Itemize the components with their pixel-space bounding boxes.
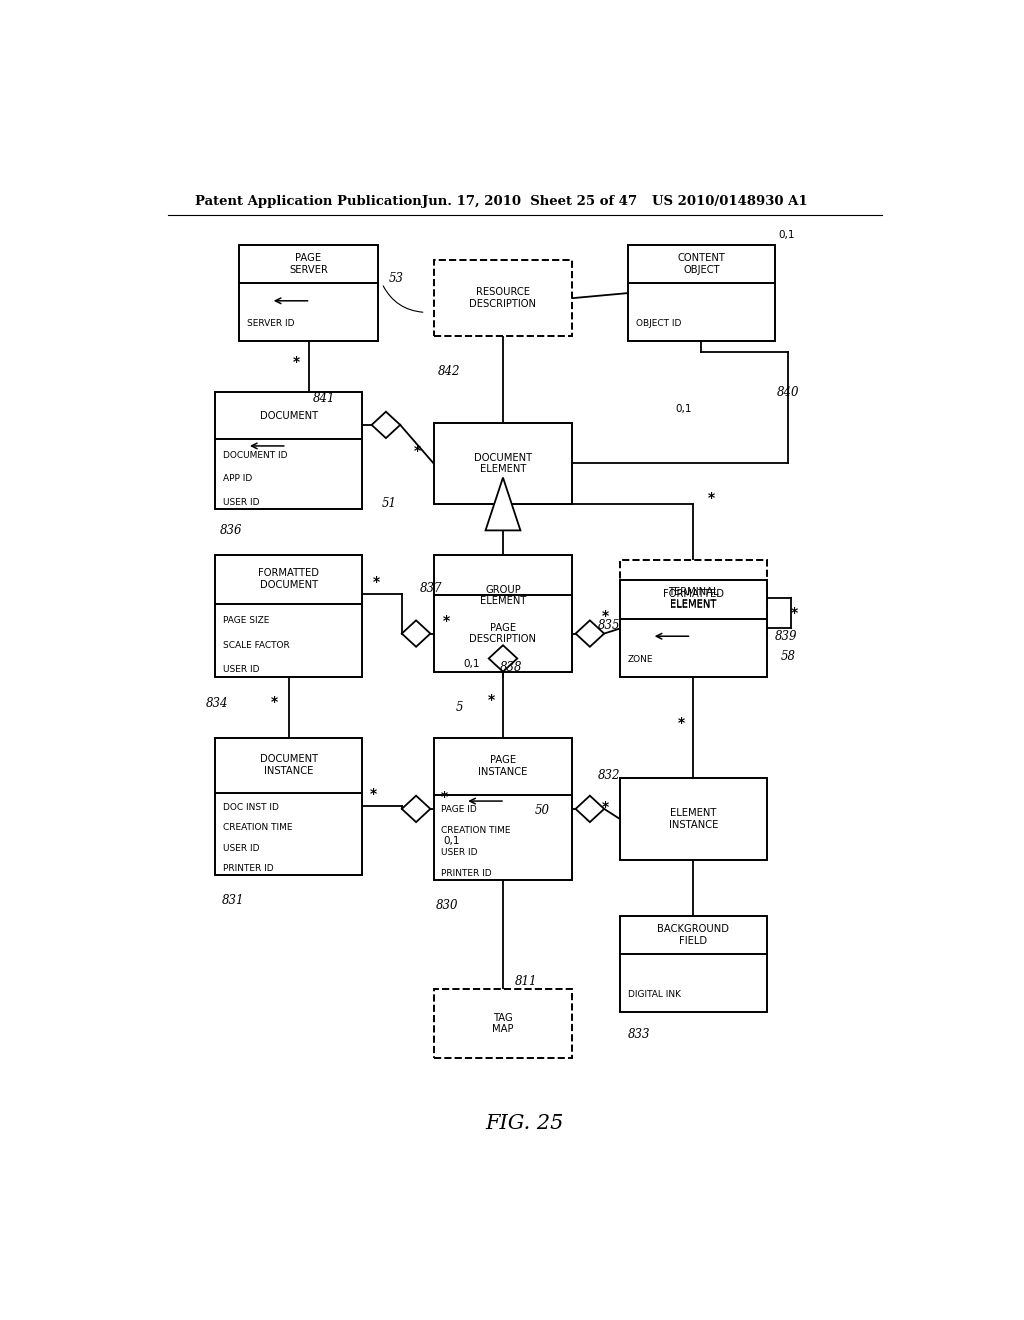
Polygon shape	[485, 478, 520, 531]
Text: PRINTER ID: PRINTER ID	[223, 865, 273, 874]
Text: 840: 840	[777, 385, 800, 399]
Text: PRINTER ID: PRINTER ID	[441, 869, 493, 878]
Text: DOCUMENT
ELEMENT: DOCUMENT ELEMENT	[474, 453, 532, 474]
Bar	[215, 738, 362, 875]
Text: PAGE ID: PAGE ID	[441, 805, 477, 814]
Text: Patent Application Publication: Patent Application Publication	[196, 194, 422, 207]
Text: GROUP
ELEMENT: GROUP ELEMENT	[480, 585, 526, 606]
Text: Jun. 17, 2010  Sheet 25 of 47: Jun. 17, 2010 Sheet 25 of 47	[422, 194, 637, 207]
Text: PAGE
DESCRIPTION: PAGE DESCRIPTION	[469, 623, 537, 644]
Text: USER ID: USER ID	[223, 665, 260, 675]
Polygon shape	[401, 796, 430, 822]
Text: 58: 58	[781, 649, 796, 663]
Text: FORMATTED
DOCUMENT: FORMATTED DOCUMENT	[258, 569, 319, 590]
Bar	[215, 554, 362, 677]
Text: *: *	[414, 444, 421, 458]
Text: 0,1: 0,1	[676, 404, 692, 414]
Bar	[620, 581, 767, 677]
Text: *: *	[441, 789, 449, 804]
Bar	[433, 738, 572, 880]
Text: 0,1: 0,1	[778, 230, 796, 240]
Text: TAG
MAP: TAG MAP	[493, 1012, 514, 1034]
Bar	[433, 260, 572, 337]
Text: *: *	[370, 787, 377, 801]
Text: PAGE
SERVER: PAGE SERVER	[289, 253, 328, 275]
Bar	[433, 422, 572, 504]
Bar	[620, 779, 767, 859]
Text: 0,1: 0,1	[464, 659, 480, 668]
Bar	[215, 392, 362, 510]
Text: 0,1: 0,1	[443, 837, 461, 846]
Text: 51: 51	[382, 498, 397, 511]
Bar	[433, 989, 572, 1057]
Polygon shape	[488, 645, 517, 672]
Text: SERVER ID: SERVER ID	[247, 319, 295, 329]
Text: CONTENT
OBJECT: CONTENT OBJECT	[678, 253, 725, 275]
Text: *: *	[602, 610, 609, 623]
Text: 839: 839	[775, 630, 798, 643]
Text: 841: 841	[313, 392, 336, 405]
Bar	[240, 244, 378, 342]
Text: OBJECT ID: OBJECT ID	[636, 319, 681, 329]
Text: 832: 832	[598, 768, 621, 781]
Bar	[433, 554, 572, 636]
Text: *: *	[442, 614, 450, 628]
Text: *: *	[487, 693, 495, 706]
Bar	[628, 244, 775, 342]
Polygon shape	[575, 796, 604, 822]
Text: FORMATTED
ELEMENT: FORMATTED ELEMENT	[663, 589, 724, 610]
Bar	[620, 560, 767, 636]
Text: *: *	[602, 800, 609, 814]
Text: 811: 811	[515, 975, 538, 989]
Text: *: *	[271, 696, 278, 709]
Text: DIGITAL INK: DIGITAL INK	[628, 990, 681, 999]
Text: RESOURCE
DESCRIPTION: RESOURCE DESCRIPTION	[469, 288, 537, 309]
Text: 830: 830	[436, 899, 459, 912]
Text: 836: 836	[220, 524, 243, 537]
Text: 53: 53	[388, 272, 403, 285]
Text: ZONE: ZONE	[628, 655, 653, 664]
Text: 50: 50	[535, 804, 549, 817]
Polygon shape	[575, 620, 604, 647]
Text: FIG. 25: FIG. 25	[485, 1114, 564, 1134]
Text: DOC INST ID: DOC INST ID	[223, 803, 280, 812]
Text: *: *	[373, 574, 380, 589]
Text: USER ID: USER ID	[223, 843, 260, 853]
Text: APP ID: APP ID	[223, 474, 253, 483]
Text: USER ID: USER ID	[441, 847, 478, 857]
Text: USER ID: USER ID	[223, 498, 260, 507]
Text: DOCUMENT
INSTANCE: DOCUMENT INSTANCE	[260, 755, 317, 776]
Text: *: *	[292, 355, 299, 368]
Text: 834: 834	[206, 697, 228, 710]
Text: TERMINAL
ELEMENT: TERMINAL ELEMENT	[669, 587, 719, 609]
Polygon shape	[401, 620, 430, 647]
Text: *: *	[678, 715, 685, 730]
Text: CREATION TIME: CREATION TIME	[223, 824, 293, 832]
Text: DOCUMENT: DOCUMENT	[260, 411, 317, 421]
Bar	[433, 595, 572, 672]
Polygon shape	[372, 412, 400, 438]
Text: ELEMENT
INSTANCE: ELEMENT INSTANCE	[669, 808, 718, 830]
Text: CREATION TIME: CREATION TIME	[441, 826, 511, 836]
Text: *: *	[792, 606, 798, 620]
Text: 831: 831	[221, 894, 244, 907]
Bar	[620, 916, 767, 1012]
Text: 835: 835	[598, 619, 621, 632]
Text: 842: 842	[437, 366, 460, 379]
Text: PAGE SIZE: PAGE SIZE	[223, 616, 269, 626]
Text: 833: 833	[628, 1028, 650, 1041]
Text: US 2010/0148930 A1: US 2010/0148930 A1	[652, 194, 807, 207]
Text: 838: 838	[500, 661, 522, 675]
Text: 837: 837	[420, 582, 442, 595]
Text: 5: 5	[456, 701, 463, 714]
Text: PAGE
INSTANCE: PAGE INSTANCE	[478, 755, 527, 777]
Text: *: *	[708, 491, 715, 504]
Text: BACKGROUND
FIELD: BACKGROUND FIELD	[657, 924, 729, 945]
Text: SCALE FACTOR: SCALE FACTOR	[223, 640, 290, 649]
Text: DOCUMENT ID: DOCUMENT ID	[223, 451, 288, 459]
